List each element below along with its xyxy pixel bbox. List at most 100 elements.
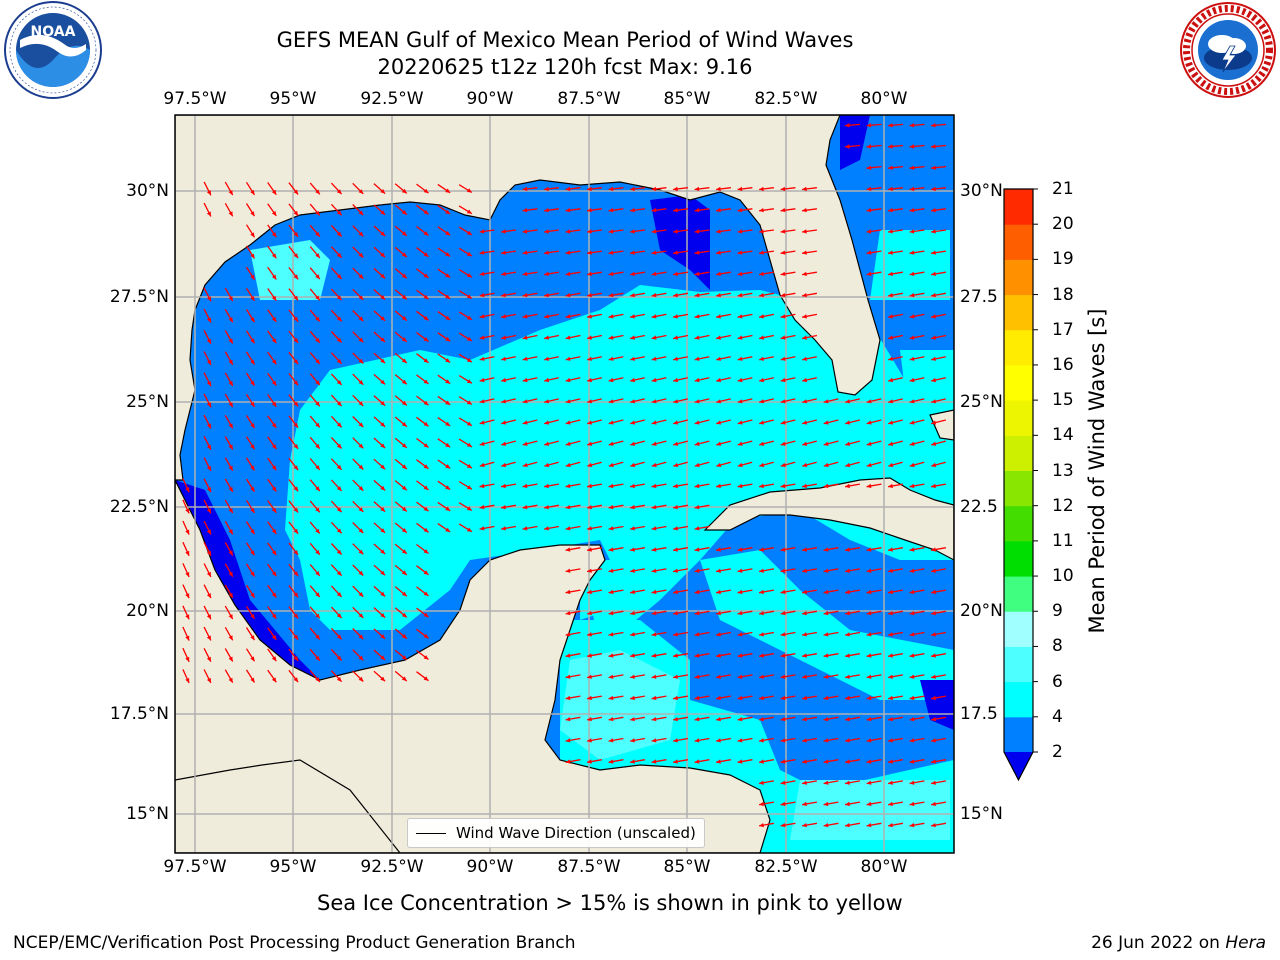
wind-wave-arrow-head — [445, 209, 451, 214]
wind-wave-arrow-head — [737, 441, 743, 446]
wind-wave-arrow-head — [651, 632, 657, 637]
wind-wave-arrow-head — [185, 550, 190, 556]
wind-wave-arrow-head — [716, 695, 721, 701]
colorbar-segment — [1004, 294, 1033, 331]
wind-wave-arrow-head — [522, 399, 528, 404]
chart-title: GEFS MEAN Gulf of Mexico Mean Period of … — [276, 28, 854, 52]
wind-wave-arrow-head — [608, 335, 614, 340]
wind-wave-arrow-head — [909, 377, 915, 383]
wind-wave-arrow-head — [522, 420, 528, 425]
wind-wave-arrow-head — [888, 144, 893, 149]
wind-wave-arrow-head — [250, 656, 255, 662]
wind-wave-arrow-head — [423, 209, 429, 215]
wind-wave-arrow-head — [315, 443, 320, 449]
wind-wave-arrow-head — [271, 677, 277, 683]
wind-wave-arrow-head — [423, 294, 429, 300]
wind-wave-arrow-head — [608, 356, 614, 361]
wind-wave-arrow-head — [544, 505, 549, 510]
wind-wave-arrow-head — [336, 189, 342, 195]
wind-wave-arrow-head — [315, 337, 320, 343]
wind-wave-arrow-head — [909, 399, 915, 404]
lat-label-right: 27.5 — [960, 287, 998, 307]
wind-wave-arrow-head — [845, 420, 851, 425]
wind-wave-arrow-head — [931, 293, 936, 298]
wind-wave-arrow-head — [866, 801, 872, 807]
wind-wave-arrow-head — [845, 653, 850, 658]
wind-wave-arrow-head — [759, 229, 764, 234]
wind-wave-arrow-head — [823, 483, 829, 489]
wind-wave-arrow-head — [315, 422, 320, 428]
mexico-coast — [175, 479, 771, 853]
wind-wave-arrow-head — [401, 337, 407, 342]
wind-wave-arrow-head — [206, 656, 211, 662]
noaa-logo-icon: NOAA — [4, 1, 102, 99]
wind-wave-arrow-head — [423, 676, 429, 681]
wind-wave-arrow-head — [293, 507, 299, 513]
wind-wave-arrow-head — [737, 483, 743, 489]
wind-wave-arrow-head — [522, 356, 528, 361]
wind-wave-arrow-head — [737, 271, 743, 276]
wind-wave-arrow-head — [250, 592, 255, 598]
wind-wave-arrow-head — [694, 589, 700, 595]
wind-wave-arrow-head — [716, 420, 722, 425]
wind-wave-arrow-head — [608, 186, 614, 192]
colorbar-tick-label: 20 — [1052, 214, 1074, 235]
wind-wave-arrow-head — [228, 423, 233, 429]
wind-wave-arrow-head — [673, 462, 679, 468]
wind-wave-arrow-head — [888, 653, 893, 658]
wind-wave-arrow-head — [673, 738, 678, 743]
wind-wave-arrow-head — [737, 759, 743, 764]
wind-wave-arrow-head — [501, 420, 507, 425]
wind-wave-arrow-head — [228, 614, 233, 620]
wind-wave-arrow-head — [587, 505, 592, 510]
wind-wave-arrow-head — [651, 420, 657, 425]
colorbar-tick-label: 14 — [1052, 425, 1074, 446]
wind-wave-arrow-head — [888, 208, 893, 213]
wind-wave-arrow-head — [185, 635, 190, 641]
wind-wave-arrow-head — [802, 801, 807, 807]
wind-wave-arrow-head — [358, 189, 364, 194]
wind-wave-arrow-head — [651, 229, 657, 234]
wind-wave-arrow-head — [737, 738, 743, 743]
wind-wave-arrow-head — [759, 801, 764, 807]
wind-wave-arrow-head — [759, 356, 764, 361]
wind-wave-arrow-head — [608, 589, 614, 595]
wind-wave-arrow-head — [630, 568, 635, 573]
wind-wave-arrow-head — [759, 674, 764, 679]
lat-label-left: 17.5°N — [109, 704, 169, 724]
wind-wave-arrow-head — [866, 759, 872, 764]
wind-wave-arrow-head — [780, 441, 786, 446]
wind-wave-arrow-head — [802, 186, 807, 192]
wind-wave-arrow-head — [823, 568, 829, 573]
wind-wave-arrow-head — [228, 550, 233, 556]
wind-wave-arrow-head — [445, 315, 451, 320]
wind-wave-arrow-head — [845, 589, 850, 595]
wind-wave-arrow-head — [315, 295, 320, 301]
wind-wave-arrow-head — [630, 441, 636, 446]
wind-wave-arrow-head — [401, 379, 407, 385]
colorbar-tick-label: 9 — [1052, 601, 1063, 622]
credit-date: 26 Jun 2022 on Hera — [1091, 933, 1266, 953]
svg-text:NOAA: NOAA — [31, 24, 76, 40]
wind-wave-arrow-head — [315, 528, 320, 534]
wind-wave-arrow-head — [694, 717, 700, 722]
wind-wave-arrow-head — [888, 674, 893, 679]
wind-wave-arrow-head — [544, 314, 549, 319]
land-masses — [175, 115, 954, 853]
wind-wave-arrow-head — [780, 653, 786, 658]
wind-wave-arrow-head — [630, 208, 635, 213]
wind-wave-arrow-head — [587, 568, 592, 573]
wind-wave-arrow-head — [358, 252, 364, 258]
wind-wave-arrow-head — [293, 613, 299, 619]
wind-wave-arrow-head — [293, 486, 299, 492]
wind-wave-arrow-head — [845, 674, 850, 679]
wind-wave-arrow-head — [423, 655, 429, 660]
wind-wave-arrow-head — [888, 399, 894, 404]
wind-wave-arrow-head — [845, 611, 850, 616]
wind-wave-arrow-head — [780, 589, 786, 595]
wind-wave-arrow-head — [866, 462, 872, 468]
wind-wave-arrow-head — [565, 717, 571, 722]
wind-wave-arrow-head — [802, 589, 807, 595]
wind-wave-arrow-head — [694, 335, 700, 340]
wind-wave-arrow-head — [694, 441, 700, 446]
